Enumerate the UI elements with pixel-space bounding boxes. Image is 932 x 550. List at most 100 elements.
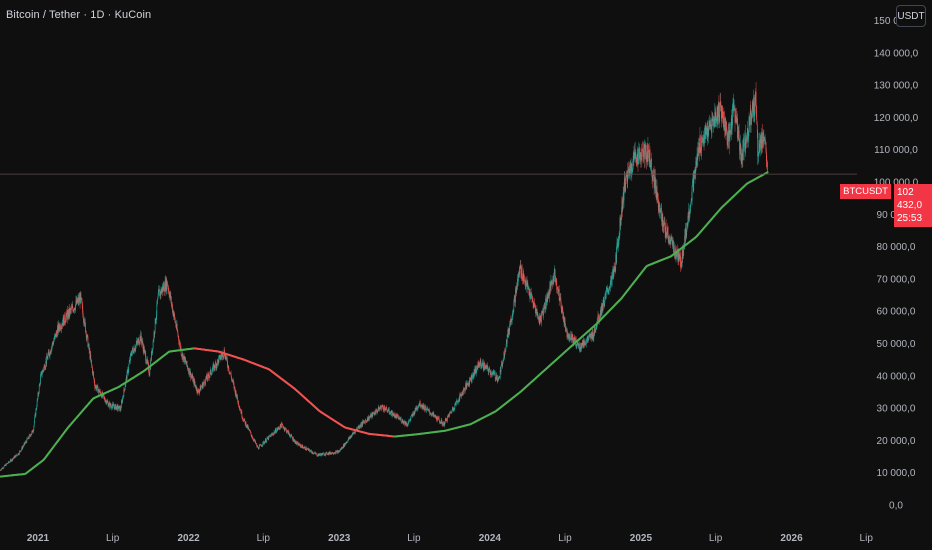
candle-body bbox=[604, 294, 606, 301]
candle-body bbox=[57, 325, 59, 332]
candle-body bbox=[141, 338, 142, 344]
candle-body bbox=[160, 288, 162, 295]
x-tick-label: Lip bbox=[558, 533, 572, 544]
candle-body bbox=[199, 385, 201, 390]
candle-body bbox=[375, 413, 376, 415]
candle-body bbox=[693, 170, 695, 173]
candle-body bbox=[457, 401, 459, 403]
candle-body bbox=[112, 403, 114, 405]
candle-body bbox=[601, 303, 603, 312]
candle-body bbox=[440, 419, 442, 424]
candle-body bbox=[275, 429, 277, 433]
candle-body bbox=[340, 448, 341, 451]
candle-body bbox=[167, 284, 168, 286]
candle-body bbox=[116, 405, 118, 410]
candle-body bbox=[766, 160, 768, 162]
candle-body bbox=[550, 280, 552, 291]
candle-body bbox=[251, 436, 253, 438]
candle-body bbox=[298, 443, 300, 446]
candle-body bbox=[421, 405, 422, 407]
candle-body bbox=[107, 401, 109, 403]
candle-body bbox=[345, 442, 347, 444]
candle-body bbox=[116, 406, 118, 410]
time-axis[interactable]: 2021 Lip 2022 Lip 2023 Lip 2024 Lip 2025 Lip 2026 L… bbox=[27, 533, 873, 544]
candle-body bbox=[681, 262, 683, 263]
candle-body bbox=[635, 158, 637, 159]
candle-body bbox=[631, 170, 633, 173]
candle-body bbox=[338, 451, 339, 453]
candle-body bbox=[579, 349, 581, 351]
candle-body bbox=[710, 125, 712, 127]
candle-body bbox=[16, 454, 17, 456]
candle-body bbox=[734, 108, 735, 109]
candle-body bbox=[700, 150, 702, 153]
candle-body bbox=[295, 443, 296, 444]
candle-body bbox=[58, 323, 60, 328]
candle-body bbox=[724, 118, 726, 128]
candle-body bbox=[92, 371, 94, 375]
candle-body bbox=[697, 148, 699, 160]
candle-body bbox=[78, 297, 80, 302]
candle-body bbox=[477, 362, 479, 364]
candle-body bbox=[556, 289, 558, 290]
candle-body bbox=[168, 289, 170, 294]
candle-body bbox=[591, 335, 593, 340]
moving-average-segment bbox=[765, 171, 769, 174]
candle-body bbox=[101, 395, 102, 398]
y-tick-label: 20 000,0 bbox=[877, 436, 916, 447]
candle-body bbox=[476, 365, 478, 372]
candle-body bbox=[611, 276, 613, 286]
candle-body bbox=[209, 371, 211, 375]
candle-body bbox=[539, 319, 541, 324]
currency-button[interactable]: USDT bbox=[896, 5, 926, 27]
candle-body bbox=[336, 451, 338, 454]
candle-body bbox=[721, 108, 723, 119]
candle-body bbox=[557, 286, 559, 290]
candle-body bbox=[113, 406, 115, 410]
candle-body bbox=[198, 391, 200, 394]
candle-body bbox=[65, 317, 66, 323]
candle-body bbox=[618, 235, 620, 241]
candle-body bbox=[192, 378, 194, 382]
candle-body bbox=[749, 109, 751, 126]
candle-body bbox=[399, 418, 401, 420]
candle-body bbox=[691, 185, 693, 201]
candle-body bbox=[411, 415, 412, 417]
candle-body bbox=[376, 411, 378, 413]
candle-body bbox=[562, 316, 564, 319]
candle-body bbox=[92, 371, 94, 374]
candle-body bbox=[184, 359, 186, 361]
candle-body bbox=[142, 341, 144, 346]
candle-body bbox=[367, 419, 369, 421]
candle-body bbox=[616, 247, 617, 264]
candle-body bbox=[482, 362, 484, 363]
candle-body bbox=[383, 406, 385, 408]
candle-body bbox=[494, 373, 496, 379]
candle-body bbox=[120, 407, 122, 410]
candle-body bbox=[411, 414, 413, 416]
candle-body bbox=[702, 140, 703, 143]
candle-body bbox=[574, 337, 575, 340]
candle-body bbox=[456, 400, 457, 403]
candle-body bbox=[578, 343, 580, 345]
candle-body bbox=[635, 152, 636, 159]
candle-body bbox=[267, 437, 269, 439]
candle-body bbox=[608, 287, 610, 291]
candle-body bbox=[54, 335, 56, 337]
candle-body bbox=[9, 459, 11, 462]
candle-body bbox=[444, 421, 446, 425]
candle-body bbox=[718, 117, 720, 121]
candle-body bbox=[464, 388, 466, 392]
candle-body bbox=[484, 365, 486, 369]
candle-body bbox=[181, 354, 182, 357]
candle-body bbox=[13, 457, 14, 459]
candle-body bbox=[228, 370, 230, 372]
price-badge: 102 432,0 25:53 bbox=[894, 184, 932, 227]
candle-body bbox=[482, 362, 484, 369]
candle-body bbox=[690, 203, 692, 206]
candle-body bbox=[17, 455, 19, 456]
candle-body bbox=[427, 408, 428, 410]
candle-body bbox=[466, 382, 468, 385]
